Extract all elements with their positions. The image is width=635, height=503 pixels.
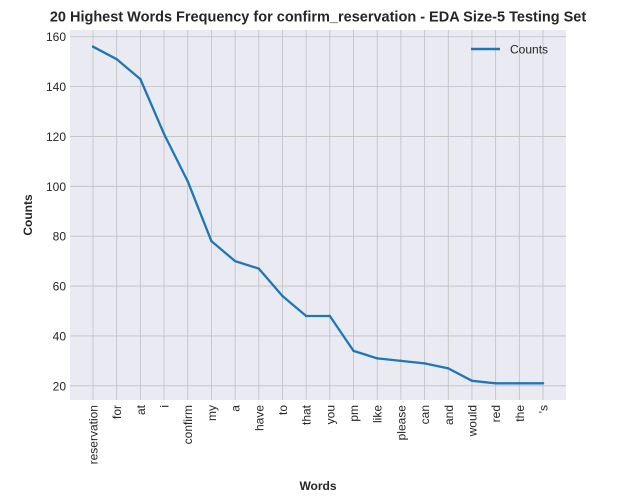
x-axis-ticks: reservation for at i confirm my a have to that you… [87,404,551,464]
data-point [186,180,189,183]
x-tick-label: and [442,405,456,425]
y-axis-ticks: 20 40 60 80 100 120 140 160 [46,30,66,393]
y-tick-label: 60 [53,280,67,294]
data-point [376,357,379,360]
data-point [210,239,213,243]
data-point [447,367,450,370]
data-point [304,314,308,318]
data-point [399,359,403,363]
y-tick-label: 100 [46,180,66,194]
y-tick-label: 160 [46,30,66,44]
x-tick-label: at [134,404,148,415]
data-point [352,349,355,353]
y-tick-label: 40 [53,329,67,343]
x-tick-label: 's [537,405,551,413]
series-line-counts [91,45,545,385]
x-tick-label: red [489,405,503,422]
y-tick-label: 80 [53,230,67,244]
y-axis-label: Counts [21,194,35,236]
x-tick-label: i [158,405,172,408]
data-point [328,314,332,318]
x-tick-label: would [465,405,479,437]
x-tick-label: please [394,405,408,441]
x-tick-label: you [323,405,337,424]
y-tick-label: 120 [46,130,66,144]
data-point [162,132,166,136]
gridlines [70,30,566,400]
x-tick-label: my [205,405,219,421]
series-layer [91,45,545,385]
x-tick-label: for [110,405,124,419]
x-tick-label: to [276,405,290,415]
data-point [494,382,497,385]
x-tick-label: can [418,405,432,424]
chart-title: 20 Highest Words Frequency for confirm_r… [50,10,587,26]
data-point [139,77,142,81]
x-tick-label: like [371,405,385,423]
x-axis-label: Words [299,479,336,493]
x-tick-label: have [252,405,266,431]
data-point [423,362,426,365]
legend-label-counts: Counts [510,43,548,57]
x-tick-label: a [229,405,243,412]
legend: Counts [471,43,548,57]
x-tick-label: that [300,404,314,425]
plot-area [70,30,566,400]
data-point [470,379,474,383]
data-point [281,294,284,298]
y-tick-label: 140 [46,80,66,94]
data-point [115,57,118,61]
data-point [233,259,237,263]
x-tick-label: confirm [181,405,195,444]
data-point [541,382,545,385]
x-tick-label: pm [347,405,361,422]
x-tick-label: reservation [87,405,101,464]
data-point [518,382,521,385]
data-point [257,267,260,270]
y-tick-label: 20 [53,379,67,393]
x-tick-label: the [513,405,527,422]
data-point [91,45,95,48]
